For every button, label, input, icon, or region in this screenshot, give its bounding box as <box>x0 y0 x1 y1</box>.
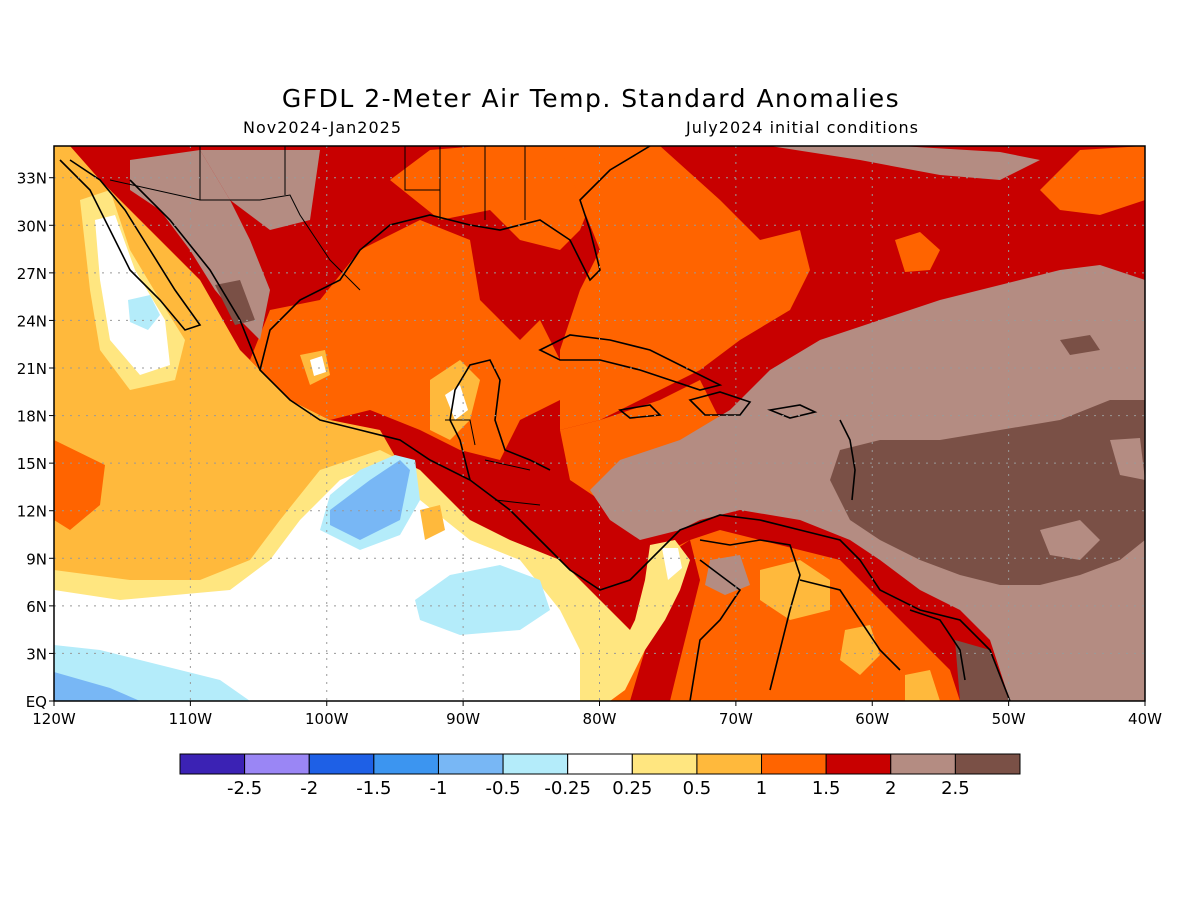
legend-swatch <box>502 753 569 775</box>
lat-label: 3N <box>26 645 47 663</box>
lat-label: 9N <box>26 550 47 568</box>
lon-label: 110W <box>169 710 213 728</box>
legend-swatch <box>696 753 763 775</box>
coastlines <box>59 146 1011 701</box>
lat-label: 24N <box>17 312 47 330</box>
color-legend-labels: -2.5 -2 -1.5 -1 -0.5 -0.25 0.25 0.5 1 1.5 2 2.5 <box>227 778 970 799</box>
lat-label: EQ <box>26 693 47 711</box>
lon-label: 80W <box>583 710 617 728</box>
lat-label: 30N <box>17 217 47 235</box>
map-grid <box>54 146 1145 701</box>
lat-label: 12N <box>17 503 47 521</box>
legend-label: -1.5 <box>356 778 391 799</box>
latitude-labels: 33N 30N 27N 24N 21N 18N 15N 12N 9N 6N 3N EQ <box>17 170 54 711</box>
lat-label: 6N <box>26 598 47 616</box>
lon-label: 40W <box>1128 710 1162 728</box>
legend-swatch <box>567 753 633 775</box>
legend-label: -2 <box>300 778 318 799</box>
legend-swatch <box>244 753 310 775</box>
legend-label: -0.25 <box>544 778 591 799</box>
initial-conditions: July2024 initial conditions <box>686 118 919 137</box>
legend-label: -1 <box>429 778 447 799</box>
lon-label: 50W <box>992 710 1026 728</box>
legend-swatch <box>954 753 1021 775</box>
lat-label: 15N <box>17 455 47 473</box>
legend-label: 1.5 <box>812 778 841 799</box>
color-legend <box>179 753 1021 775</box>
anomaly-field <box>54 146 1145 701</box>
map-title: GFDL 2-Meter Air Temp. Standard Anomalie… <box>281 84 901 113</box>
longitude-labels: 120W 110W 100W 90W 80W 70W 60W 50W 40W <box>32 701 1162 728</box>
lat-label: 27N <box>17 265 47 283</box>
legend-swatch <box>373 753 439 775</box>
legend-swatch <box>631 753 698 775</box>
lat-label: 18N <box>17 408 47 426</box>
legend-swatch <box>308 753 375 775</box>
legend-label: 1 <box>756 778 767 799</box>
legend-swatch <box>179 753 246 775</box>
legend-swatch <box>761 753 827 775</box>
legend-label: 0.5 <box>683 778 712 799</box>
legend-swatch <box>825 753 892 775</box>
lon-label: 70W <box>719 710 753 728</box>
legend-label: -0.5 <box>486 778 521 799</box>
legend-swatch <box>437 753 504 775</box>
lon-label: 100W <box>305 710 349 728</box>
lon-label: 60W <box>855 710 889 728</box>
lat-label: 21N <box>17 360 47 378</box>
legend-label: 2 <box>885 778 896 799</box>
forecast-period: Nov2024-Jan2025 <box>243 118 402 137</box>
legend-label: -2.5 <box>227 778 262 799</box>
legend-label: 0.25 <box>612 778 652 799</box>
lat-label: 33N <box>17 170 47 188</box>
legend-label: 2.5 <box>941 778 970 799</box>
lon-label: 90W <box>446 710 480 728</box>
political-borders <box>109 146 541 506</box>
legend-swatch <box>890 753 956 775</box>
lon-label: 120W <box>32 710 76 728</box>
